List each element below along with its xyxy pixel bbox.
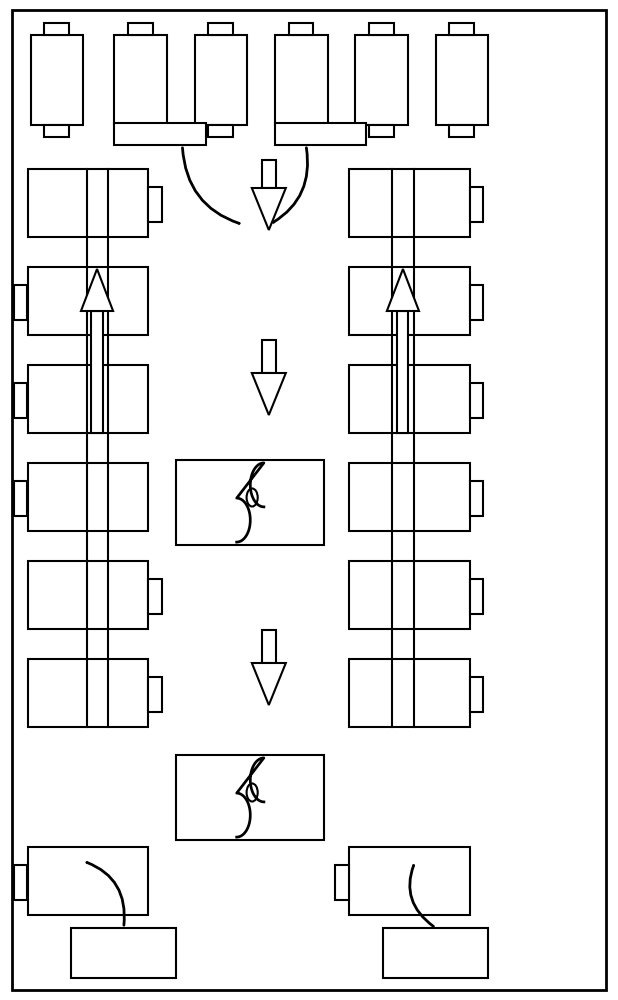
Bar [335,865,349,900]
Bar [275,123,366,145]
Bar [262,160,276,188]
Bar [28,463,148,531]
Bar [114,123,206,145]
Bar [28,169,148,237]
Bar [128,125,153,137]
Bar [262,340,276,373]
Bar [349,169,470,237]
Bar [14,285,27,320]
Bar [28,267,148,335]
FancyArrowPatch shape [273,148,308,222]
Polygon shape [387,269,419,311]
Bar [470,187,483,222]
Bar [195,35,247,125]
Bar [114,35,167,125]
Bar [91,311,103,433]
Bar [369,23,394,35]
FancyArrowPatch shape [410,866,433,926]
Bar [470,285,483,320]
Bar [176,460,324,545]
Bar [176,755,324,840]
Bar [28,561,148,629]
Bar [14,383,27,418]
Bar [14,481,27,516]
Bar [355,35,408,125]
Bar [349,659,470,727]
Bar [470,383,483,418]
Polygon shape [81,269,113,311]
FancyArrowPatch shape [87,862,124,925]
Bar [148,677,162,712]
Bar [128,23,153,35]
Bar [44,125,69,137]
Bar [470,579,483,614]
Bar [470,677,483,712]
Bar [289,125,313,137]
Bar [349,561,470,629]
Bar [397,311,408,433]
Polygon shape [252,373,286,415]
Bar [44,23,69,35]
FancyArrowPatch shape [182,148,239,223]
Bar [28,365,148,433]
Polygon shape [252,188,286,230]
Polygon shape [252,663,286,705]
Bar [349,463,470,531]
Bar [449,125,474,137]
Bar [349,847,470,915]
Bar [208,125,233,137]
Bar [148,579,162,614]
Bar [449,23,474,35]
Bar [289,23,313,35]
Bar [148,187,162,222]
Bar [28,659,148,727]
Bar [383,928,488,978]
Bar [470,481,483,516]
Bar [349,267,470,335]
Bar [14,865,27,900]
Bar [28,847,148,915]
Bar [349,365,470,433]
Bar [71,928,176,978]
Bar [436,35,488,125]
Bar [369,125,394,137]
Bar [262,630,276,663]
Bar [275,35,328,125]
Bar [208,23,233,35]
Bar [31,35,83,125]
